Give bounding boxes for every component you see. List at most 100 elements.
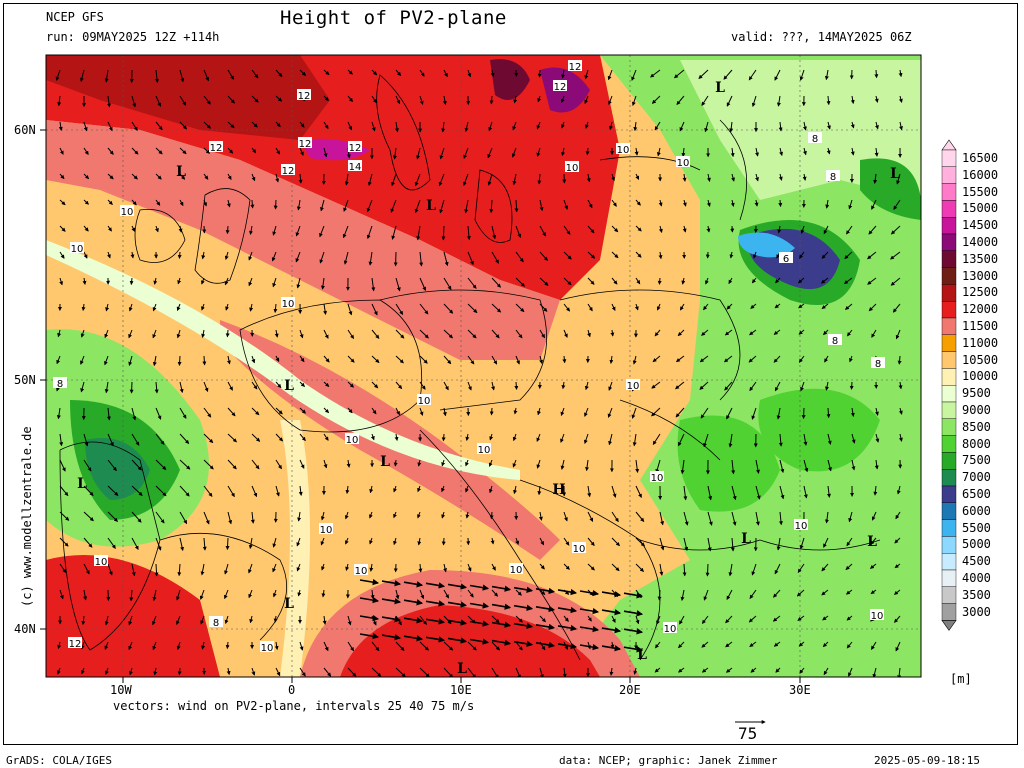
wind-arrow	[249, 303, 254, 312]
wind-arrow	[153, 667, 158, 676]
wind-arrow	[773, 641, 781, 647]
legend-level-label: 6500	[962, 487, 991, 501]
wind-arrow	[779, 485, 785, 500]
wind-arrow	[652, 433, 661, 446]
wind-arrow	[699, 355, 709, 363]
wind-arrow	[275, 381, 282, 389]
wind-arrow	[539, 537, 545, 546]
wind-arrow	[705, 277, 709, 285]
wind-arrow	[131, 95, 137, 108]
wind-arrow	[846, 329, 853, 337]
contour-label-bg	[477, 443, 491, 454]
wind-arrow	[823, 225, 829, 235]
wind-arrow	[131, 511, 142, 523]
wind-arrow	[179, 407, 187, 419]
wind-arrow	[896, 173, 901, 185]
wind-arrow	[850, 95, 855, 105]
wind-arrow	[515, 303, 525, 313]
wind-arrow	[608, 433, 613, 446]
wind-arrow	[81, 615, 86, 626]
wind-arrow	[443, 329, 453, 339]
legend-swatch	[941, 603, 957, 621]
wind-arrow	[824, 69, 829, 81]
contour-label: 10	[651, 473, 664, 484]
legend-level-label: 12500	[962, 285, 999, 300]
wind-arrow	[80, 381, 85, 393]
wind-arrow	[272, 563, 277, 573]
wind-arrow	[489, 95, 494, 105]
wind-arrow	[728, 433, 733, 448]
wind-arrow	[826, 407, 831, 419]
contour-label-bg	[553, 80, 567, 91]
wind-arrow	[491, 563, 496, 571]
wind-arrow	[893, 199, 901, 210]
wind-arrow	[57, 329, 62, 338]
wind-arrow	[441, 485, 445, 493]
wind-arrow	[536, 147, 541, 157]
wind-arrow	[632, 355, 637, 365]
wind-arrow	[155, 511, 165, 524]
wind-arrow	[800, 381, 805, 392]
legend-level-label: 10000	[962, 369, 999, 384]
wind-arrow	[563, 615, 569, 622]
wind-arrow	[347, 381, 354, 388]
wind-arrow	[203, 147, 210, 154]
wind-arrow	[467, 641, 477, 651]
wind-arrow	[299, 121, 305, 128]
jet-arrow	[359, 632, 380, 640]
jet-arrow	[557, 624, 578, 632]
wind-arrow	[155, 485, 167, 497]
contour-label-bg	[354, 564, 368, 575]
wind-arrow	[679, 303, 685, 311]
wind-arrow	[417, 537, 422, 546]
wind-arrow	[224, 277, 229, 286]
wind-arrow	[395, 667, 406, 677]
wind-arrow	[203, 433, 214, 444]
wind-arrow	[321, 589, 326, 598]
wind-arrow	[515, 225, 522, 239]
wind-arrow	[393, 511, 397, 519]
wind-arrow	[297, 511, 302, 522]
wind-arrow	[491, 615, 500, 624]
legend-level-label: 3000	[962, 604, 991, 619]
wind-arrow	[131, 199, 137, 206]
wind-arrow	[634, 303, 639, 311]
wind-arrow	[823, 537, 829, 548]
wind-arrow	[59, 225, 66, 232]
wind-arrow	[59, 459, 66, 472]
legend-swatch	[941, 385, 957, 403]
wind-arrow	[82, 277, 87, 285]
wind-arrow	[83, 147, 89, 156]
wind-arrow	[176, 589, 181, 601]
wind-arrow	[515, 615, 523, 623]
lon-label-30e: 30E	[789, 683, 811, 697]
wind-arrow	[155, 95, 162, 107]
wind-arrow	[750, 303, 757, 309]
wind-arrow	[728, 563, 733, 577]
image-frame	[3, 3, 1018, 745]
wind-arrow	[59, 485, 69, 497]
wind-arrow	[227, 381, 233, 391]
wind-arrow	[730, 199, 735, 207]
wind-arrow	[391, 225, 397, 240]
wind-arrow	[749, 329, 757, 336]
wind-arrow	[656, 615, 661, 625]
wind-arrow	[723, 69, 733, 80]
wind-arrow	[751, 563, 757, 576]
wind-arrow	[635, 615, 640, 625]
wind-arrow	[83, 459, 92, 472]
wind-arrow	[56, 407, 61, 420]
contour-label: 10	[95, 557, 108, 568]
contour-label-bg	[663, 622, 677, 633]
low-pressure-marker: L	[77, 476, 87, 492]
wind-arrow	[848, 511, 853, 523]
wind-arrow	[463, 147, 469, 159]
wind-arrow	[438, 173, 445, 187]
wind-arrow	[467, 667, 477, 677]
legend-swatch	[941, 216, 957, 235]
wind-arrow	[367, 173, 373, 187]
legend-swatch	[941, 301, 957, 319]
wind-arrow	[512, 459, 517, 468]
wind-arrow	[250, 199, 255, 209]
jet-arrow	[513, 640, 534, 647]
